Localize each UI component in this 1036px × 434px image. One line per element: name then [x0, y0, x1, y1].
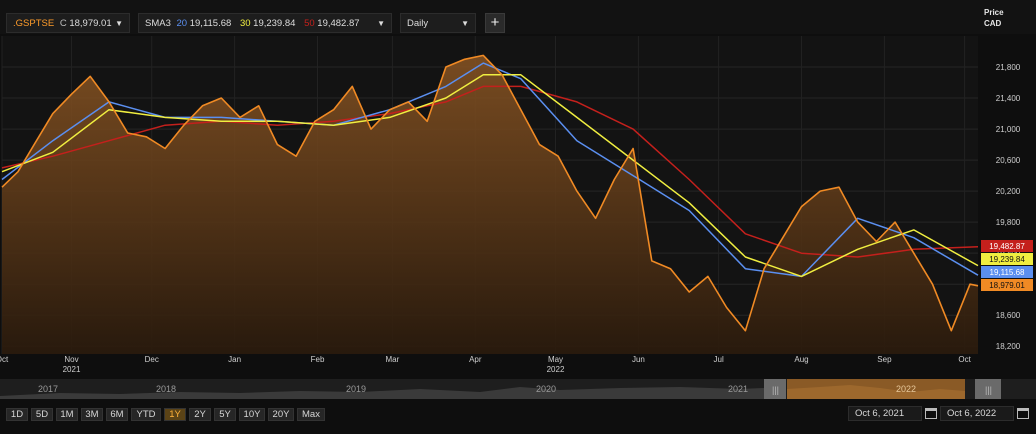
x-tick-label: Oct	[958, 355, 971, 364]
interval-selector[interactable]: Daily ▼	[400, 13, 476, 33]
range-button-10y[interactable]: 10Y	[239, 408, 265, 421]
range-button-1m[interactable]: 1M	[56, 408, 78, 421]
navigator-year-label: 2022	[896, 384, 916, 394]
x-tick-label: Oct	[0, 355, 9, 364]
grip-icon: |||	[985, 385, 992, 395]
grip-icon: |||	[772, 385, 779, 395]
sma30-period: 30	[239, 18, 251, 29]
x-tick-label: Jun	[632, 355, 645, 364]
x-tick-label: Mar	[386, 355, 400, 364]
price-area	[2, 55, 978, 355]
calendar-icon[interactable]	[1017, 408, 1029, 419]
to-date-field[interactable]: Oct 6, 2022	[940, 406, 1014, 421]
indicator-name: SMA3	[145, 18, 171, 29]
navigator-year-label: 2021	[728, 384, 748, 394]
last-value-tag-label: 19,115.68	[990, 268, 1026, 277]
close-value: 18,979.01	[69, 18, 112, 29]
symbol-label: .GSPTSE	[13, 18, 55, 29]
last-value-tag	[981, 253, 1033, 265]
price-chart[interactable]: 18,20018,60019,00019,40019,80020,20020,6…	[0, 0, 1036, 375]
price-line	[1, 54, 979, 332]
symbol-selector[interactable]: .GSPTSE C 18,979.01 ▼	[6, 13, 130, 33]
chevron-down-icon[interactable]: ▼	[115, 19, 123, 28]
time-navigator[interactable]: ||| ||| 2017 2018 2019 2020 2021 2022	[0, 375, 1036, 401]
range-button-max[interactable]: Max	[297, 408, 325, 421]
range-button-1y[interactable]: 1Y	[164, 408, 186, 421]
sma50-value: 19,482.87	[317, 18, 360, 29]
y-tick-label: 21,800	[996, 63, 1021, 72]
y-axis-title-currency: CAD	[984, 19, 1002, 28]
x-tick-label: Sep	[877, 355, 892, 364]
x-tick-label: Nov	[64, 355, 78, 364]
range-button-3m[interactable]: 3M	[81, 408, 103, 421]
y-tick-label: 18,600	[996, 311, 1021, 320]
x-tick-label: Jul	[714, 355, 724, 364]
y-tick-label: 21,400	[996, 94, 1021, 103]
chevron-down-icon[interactable]: ▼	[461, 19, 469, 28]
navigator-history-area	[0, 387, 764, 399]
sma30-value: 19,239.84	[253, 18, 296, 29]
y-tick-label: 20,200	[996, 187, 1021, 196]
close-label: C	[59, 18, 67, 29]
last-value-tag-label: 19,239.84	[989, 255, 1025, 264]
x-tick-label: May	[548, 355, 563, 364]
add-indicator-button[interactable]: +	[485, 13, 505, 33]
sma50-line	[1, 85, 979, 258]
y-tick-label: 20,600	[996, 156, 1021, 165]
range-button-5d[interactable]: 5D	[31, 408, 53, 421]
y-tick-label: 19,800	[996, 218, 1021, 227]
y-tick-label: 21,000	[996, 125, 1021, 134]
x-tick-label: Aug	[794, 355, 808, 364]
range-button-20y[interactable]: 20Y	[268, 408, 294, 421]
last-value-tag-label: 19,482.87	[989, 242, 1025, 251]
navigator-left-handle[interactable]	[764, 379, 786, 399]
from-date-field[interactable]: Oct 6, 2021	[848, 406, 922, 421]
navigator-year-label: 2020	[536, 384, 556, 394]
navigator-selection-area	[787, 385, 965, 399]
last-value-tag	[981, 279, 1033, 291]
x-tick-label: Jan	[228, 355, 241, 364]
navigator-year-label: 2017	[38, 384, 58, 394]
range-button-6m[interactable]: 6M	[106, 408, 128, 421]
interval-label: Daily	[407, 18, 429, 29]
indicator-selector[interactable]: SMA3 20 19,115.68 30 19,239.84 50 19,482…	[138, 13, 392, 33]
range-button-2y[interactable]: 2Y	[189, 408, 211, 421]
range-button-5y[interactable]: 5Y	[214, 408, 236, 421]
sma30-line	[1, 74, 979, 278]
year-label: 2021	[63, 365, 81, 374]
navigator-right-handle[interactable]	[975, 379, 1001, 399]
last-value-tag-label: 18,979.01	[989, 281, 1025, 290]
y-tick-label: 18,200	[996, 342, 1021, 351]
x-tick-label: Dec	[145, 355, 159, 364]
sma20-value: 19,115.68	[189, 18, 232, 29]
sma20-period: 20	[176, 18, 188, 29]
range-bar: 1D 5D 1M 3M 6M YTD 1Y 2Y 5Y 10Y 20Y Max Oct 6, 2021…	[0, 402, 1036, 434]
calendar-icon[interactable]	[925, 408, 937, 419]
last-value-tag	[981, 240, 1033, 252]
chevron-down-icon[interactable]: ▼	[377, 19, 385, 28]
range-button-ytd[interactable]: YTD	[131, 408, 161, 421]
sma50-period: 50	[304, 18, 315, 29]
year-label: 2022	[547, 365, 565, 374]
x-tick-label: Feb	[311, 355, 325, 364]
navigator-year-label: 2019	[346, 384, 366, 394]
y-axis-title-price: Price	[984, 8, 1004, 17]
range-button-1d[interactable]: 1D	[6, 408, 28, 421]
navigator-year-label: 2018	[156, 384, 176, 394]
x-tick-label: Apr	[469, 355, 482, 364]
last-value-tag	[981, 266, 1033, 278]
